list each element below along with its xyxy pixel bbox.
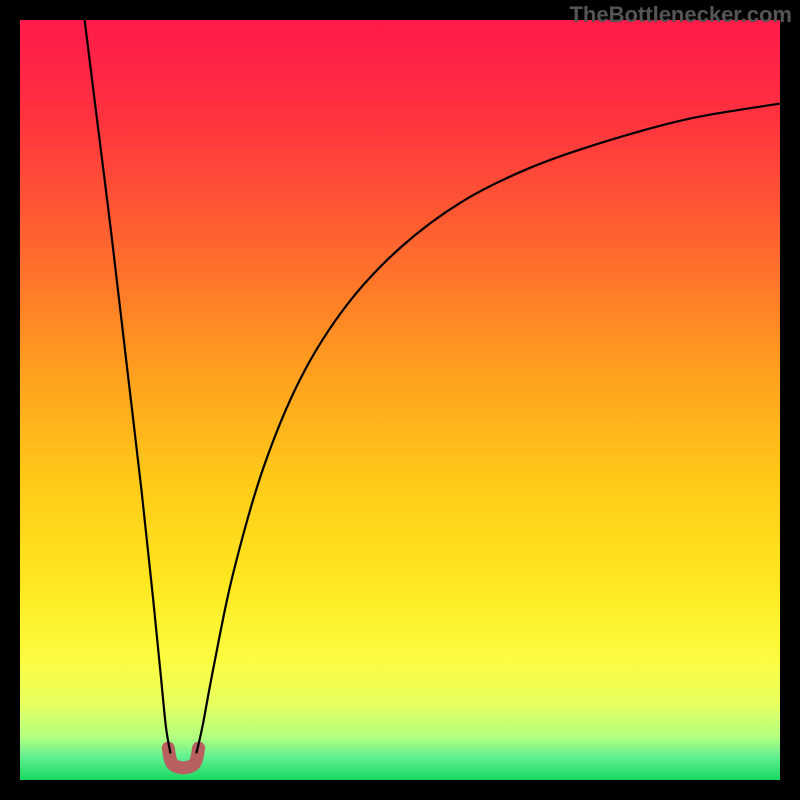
bottleneck-chart: TheBottlenecker.com [0, 0, 800, 800]
chart-canvas [0, 0, 800, 800]
chart-background [20, 20, 780, 780]
watermark-text: TheBottlenecker.com [569, 2, 792, 28]
